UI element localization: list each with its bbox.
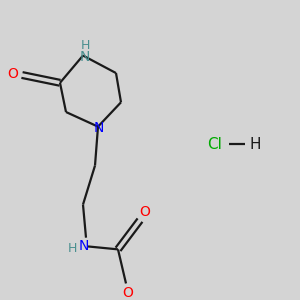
Text: O: O [123, 286, 134, 300]
Text: H: H [80, 39, 90, 52]
Text: H: H [249, 137, 261, 152]
Text: Cl: Cl [208, 137, 222, 152]
Text: N: N [94, 121, 104, 135]
Text: O: O [140, 206, 150, 219]
Text: O: O [8, 67, 18, 81]
Text: H: H [67, 242, 77, 255]
Text: N: N [80, 50, 90, 64]
Text: N: N [79, 239, 89, 254]
